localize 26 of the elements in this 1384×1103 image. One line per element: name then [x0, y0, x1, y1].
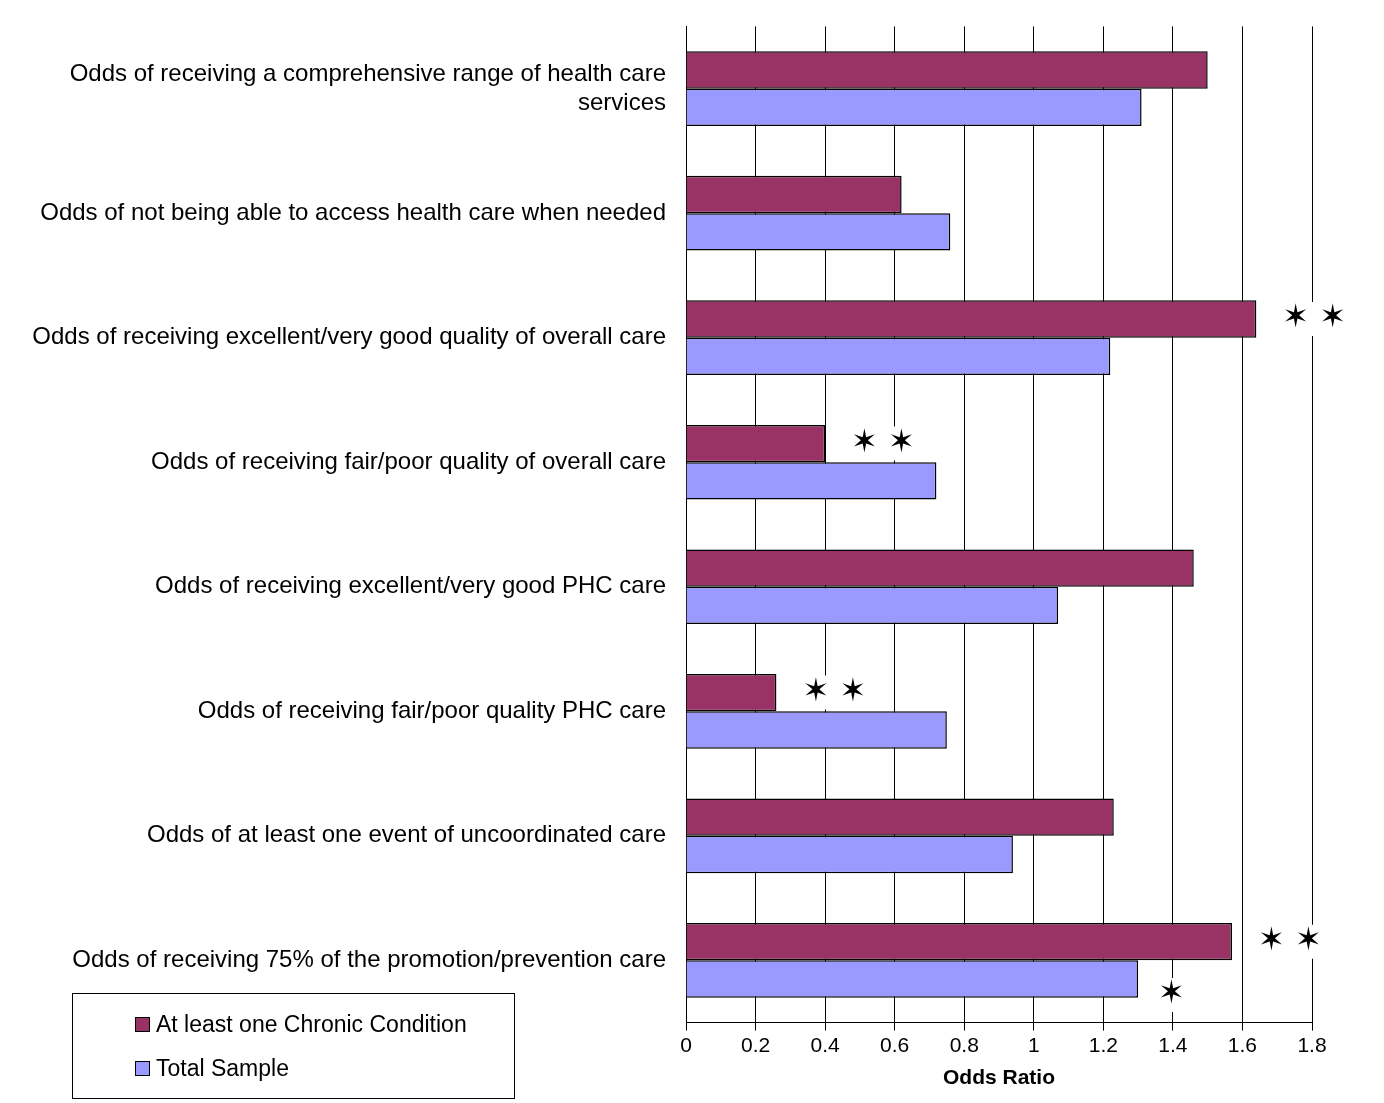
y-tick-label: Odds of receiving a comprehensive range of health care services: [69, 58, 666, 115]
y-tick-label: Odds of receiving fair/poor quality of overall care: [151, 446, 666, 474]
x-tick-label: 1.6: [1227, 1033, 1258, 1056]
annotation: ✶: [1158, 973, 1185, 1012]
annotation: ✶ ✶: [851, 421, 915, 460]
x-axis-title: Odds Ratio: [942, 1065, 1056, 1089]
x-tick-label: 0.6: [880, 1033, 910, 1056]
y-tick-label: Odds of receiving 75% of the promotion/prevention care: [72, 944, 666, 972]
x-tick-label: 0: [680, 1033, 692, 1056]
x-tick-label: 0.8: [949, 1033, 979, 1056]
y-tick-label: Odds of not being able to access health care when needed: [40, 197, 666, 225]
x-tick-label: 0.2: [740, 1033, 771, 1056]
y-tick-label: Odds of receiving excellent/very good PHC care: [155, 571, 666, 599]
x-tick-label: 0.4: [810, 1033, 841, 1056]
annotation: ✶ ✶: [1258, 919, 1322, 958]
annotation: ✶ ✶: [802, 670, 867, 709]
legend-label: At least one Chronic Condition: [156, 1010, 467, 1038]
x-tick-label: 1: [1027, 1033, 1040, 1056]
x-tick-label: 1.4: [1158, 1033, 1188, 1056]
annotation: ✶ ✶: [1282, 297, 1347, 336]
y-tick-label: Odds of receiving excellent/very good quality of overall care: [32, 322, 666, 350]
y-tick-label: Odds of receiving fair/poor quality PHC care: [197, 695, 666, 723]
legend-label: Total Sample: [156, 1054, 289, 1082]
x-tick-label: 1.8: [1297, 1033, 1327, 1056]
y-tick-label: Odds of at least one event of uncoordinated care: [146, 820, 666, 848]
x-tick-label: 1.2: [1088, 1033, 1118, 1056]
